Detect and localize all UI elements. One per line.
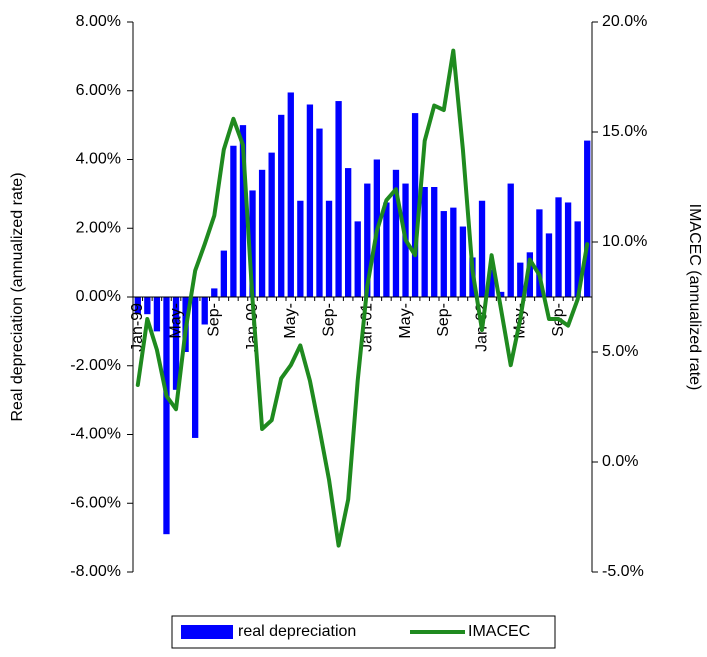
bar bbox=[163, 297, 170, 535]
bar bbox=[239, 125, 247, 297]
bar bbox=[316, 128, 323, 297]
y-tick-label: 8.00% bbox=[76, 13, 121, 30]
legend-label: IMACEC bbox=[468, 623, 530, 640]
legend-box bbox=[171, 615, 556, 649]
bar bbox=[201, 297, 208, 325]
x-tick-label: Sep- bbox=[435, 303, 452, 337]
bar bbox=[411, 113, 419, 297]
bar bbox=[421, 187, 428, 297]
line bbox=[135, 48, 590, 548]
x-tick-label: May- bbox=[167, 303, 184, 339]
bar bbox=[536, 209, 543, 297]
bar bbox=[545, 233, 553, 297]
bar bbox=[335, 101, 342, 297]
x-tick-label: Sep- bbox=[320, 303, 337, 337]
bar bbox=[325, 200, 333, 297]
y2-tick-label: 15.0% bbox=[602, 123, 647, 140]
bar bbox=[498, 291, 505, 297]
bar bbox=[574, 221, 581, 297]
y-tick-label: 4.00% bbox=[76, 151, 121, 168]
bar bbox=[392, 169, 400, 297]
y-tick-label: 2.00% bbox=[76, 219, 121, 236]
y-tick-label: -6.00% bbox=[70, 494, 121, 511]
bar bbox=[297, 200, 304, 297]
x-tick-label: May- bbox=[397, 303, 414, 339]
bar bbox=[364, 183, 371, 297]
bar bbox=[220, 250, 227, 297]
bar bbox=[383, 202, 390, 297]
y2-tick-label: 5.0% bbox=[602, 343, 638, 360]
bar bbox=[211, 288, 218, 297]
bar bbox=[478, 200, 486, 297]
bar bbox=[230, 145, 237, 297]
bar bbox=[450, 207, 457, 297]
y2-tick-label: -5.0% bbox=[602, 563, 644, 580]
bar bbox=[249, 190, 256, 297]
legend-swatch bbox=[181, 625, 233, 639]
bar bbox=[258, 169, 266, 297]
bar bbox=[345, 168, 352, 297]
bar bbox=[278, 114, 285, 297]
x-tick-label: Sep- bbox=[206, 303, 223, 337]
legend-label: real depreciation bbox=[238, 623, 356, 640]
y-axis-title: Real depreciation (annualized rate) bbox=[9, 172, 26, 421]
y-tick-label: -2.00% bbox=[70, 357, 121, 374]
y-tick-label: -4.00% bbox=[70, 426, 121, 443]
bar bbox=[354, 221, 361, 297]
bar bbox=[526, 252, 533, 297]
x-tick-label: Jan-99 bbox=[129, 303, 146, 352]
y-tick-label: 0.00% bbox=[76, 288, 121, 305]
bar bbox=[507, 183, 514, 297]
bar bbox=[584, 140, 591, 297]
bar bbox=[564, 202, 572, 297]
bar bbox=[268, 152, 275, 297]
bar bbox=[192, 297, 199, 438]
bar bbox=[306, 104, 314, 297]
bar bbox=[144, 297, 151, 315]
bar bbox=[459, 226, 467, 297]
bar bbox=[488, 269, 495, 297]
y2-tick-label: 10.0% bbox=[602, 233, 647, 250]
y-tick-label: -8.00% bbox=[70, 563, 121, 580]
bar bbox=[555, 197, 562, 297]
y-tick-label: 6.00% bbox=[76, 82, 121, 99]
x-tick-label: May- bbox=[282, 303, 299, 339]
y2-axis-title: IMACEC (annualized rate) bbox=[686, 204, 703, 391]
y2-tick-label: 0.0% bbox=[602, 453, 638, 470]
bar bbox=[517, 262, 524, 297]
bar bbox=[134, 297, 141, 315]
bar bbox=[440, 211, 447, 297]
bar bbox=[153, 297, 161, 332]
bar bbox=[287, 92, 294, 297]
y2-tick-label: 20.0% bbox=[602, 13, 647, 30]
bar bbox=[172, 297, 180, 390]
bar bbox=[431, 187, 438, 297]
